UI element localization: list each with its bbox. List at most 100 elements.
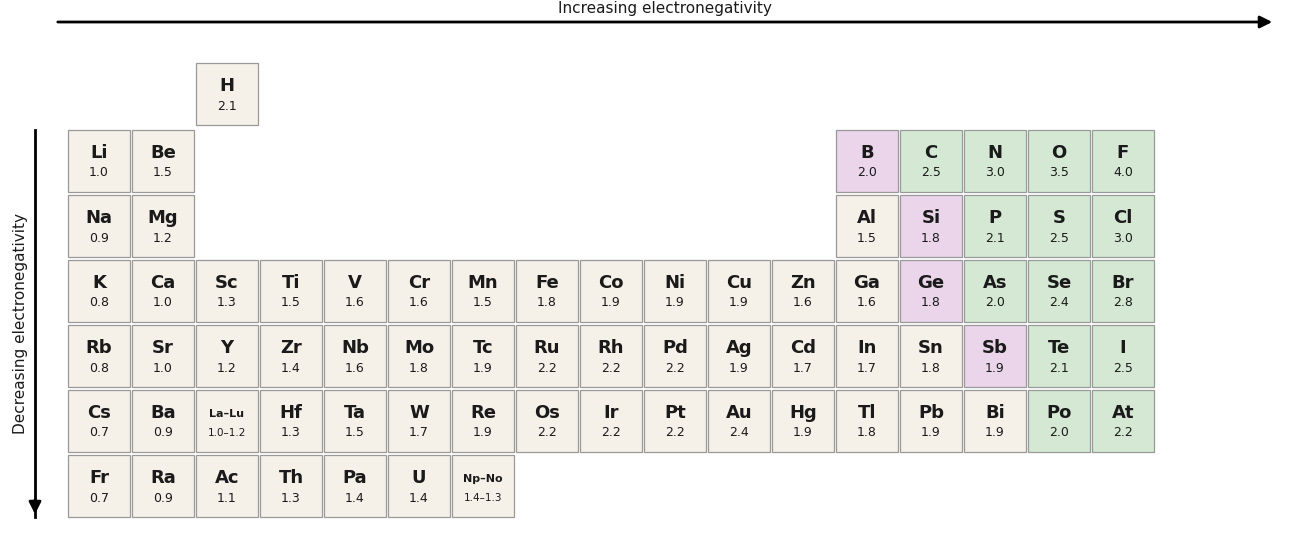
Bar [900,130,962,192]
Text: 1.9: 1.9 [922,427,941,439]
Text: Ir: Ir [603,404,619,422]
Text: Be: Be [150,144,176,162]
Text: 2.2: 2.2 [1113,427,1132,439]
Text: 1.5: 1.5 [281,296,300,310]
Bar [836,260,898,322]
Bar [900,390,962,452]
Bar [387,455,450,517]
Text: W: W [410,404,429,422]
Text: Tl: Tl [858,404,876,422]
Text: 1.8: 1.8 [922,296,941,310]
Text: Ag: Ag [725,339,753,357]
Bar [516,325,578,387]
Text: Mn: Mn [468,274,498,292]
Bar [580,390,642,452]
Text: 2.2: 2.2 [537,361,556,374]
Text: As: As [983,274,1008,292]
Text: 0.7: 0.7 [88,427,109,439]
Text: S: S [1053,209,1066,227]
Bar [772,260,835,322]
Bar [965,260,1026,322]
Text: 1.7: 1.7 [857,361,878,374]
Text: Na: Na [86,209,113,227]
Text: Ac: Ac [214,469,239,487]
Text: Bi: Bi [985,404,1005,422]
Text: 2.2: 2.2 [601,427,621,439]
Text: Pd: Pd [662,339,688,357]
Bar [1028,260,1089,322]
Text: 1.5: 1.5 [473,296,493,310]
Bar [68,260,130,322]
Text: 1.0: 1.0 [90,167,109,179]
Bar [516,390,578,452]
Text: 0.8: 0.8 [88,296,109,310]
Bar [196,260,257,322]
Text: 1.7: 1.7 [793,361,812,374]
Bar [836,390,898,452]
Text: 1.5: 1.5 [344,427,365,439]
Text: Mg: Mg [148,209,178,227]
Bar [68,195,130,257]
Bar [900,195,962,257]
Text: B: B [861,144,874,162]
Text: Rh: Rh [598,339,624,357]
Text: 1.0–1.2: 1.0–1.2 [208,428,246,438]
Bar [196,455,257,517]
Text: 2.2: 2.2 [601,361,621,374]
Text: 1.9: 1.9 [601,296,621,310]
Text: Ru: Ru [534,339,560,357]
Text: 1.1: 1.1 [217,491,237,505]
Text: 2.5: 2.5 [1049,232,1069,245]
Bar [965,390,1026,452]
Text: In: In [857,339,876,357]
Text: La–Lu: La–Lu [209,409,244,419]
Text: 1.6: 1.6 [410,296,429,310]
Text: Al: Al [857,209,878,227]
Bar [133,195,194,257]
Bar [1028,130,1089,192]
Text: 1.7: 1.7 [410,427,429,439]
Text: 4.0: 4.0 [1113,167,1132,179]
Bar [196,325,257,387]
Text: Pt: Pt [664,404,686,422]
Text: 1.9: 1.9 [729,296,749,310]
Text: 2.8: 2.8 [1113,296,1132,310]
Bar [644,325,706,387]
Text: Cl: Cl [1113,209,1132,227]
Text: Ti: Ti [282,274,300,292]
Text: 1.9: 1.9 [985,427,1005,439]
Text: Os: Os [534,404,560,422]
Text: Nb: Nb [341,339,369,357]
Bar [708,325,770,387]
Text: Decreasing electronegativity: Decreasing electronegativity [13,213,29,434]
Text: 1.8: 1.8 [537,296,556,310]
Text: Hg: Hg [789,404,816,422]
Bar [452,325,514,387]
Bar [965,195,1026,257]
Text: Se: Se [1046,274,1071,292]
Text: Ge: Ge [918,274,945,292]
Bar [387,325,450,387]
Text: Increasing electronegativity: Increasing electronegativity [558,1,772,16]
Bar [68,130,130,192]
Bar [324,390,386,452]
Text: Ba: Ba [151,404,176,422]
Text: 2.2: 2.2 [537,427,556,439]
Text: 1.0: 1.0 [153,296,173,310]
Bar [836,325,898,387]
Bar [516,260,578,322]
Text: 2.0: 2.0 [1049,427,1069,439]
Text: 1.8: 1.8 [922,361,941,374]
Text: 3.0: 3.0 [985,167,1005,179]
Text: Cd: Cd [790,339,816,357]
Bar [965,130,1026,192]
Text: 1.6: 1.6 [344,361,365,374]
Bar [836,195,898,257]
Text: 1.5: 1.5 [153,167,173,179]
Bar [580,260,642,322]
Text: 1.6: 1.6 [793,296,812,310]
Text: 0.9: 0.9 [153,427,173,439]
Bar [133,325,194,387]
Text: Co: Co [598,274,624,292]
Text: 2.4: 2.4 [729,427,749,439]
